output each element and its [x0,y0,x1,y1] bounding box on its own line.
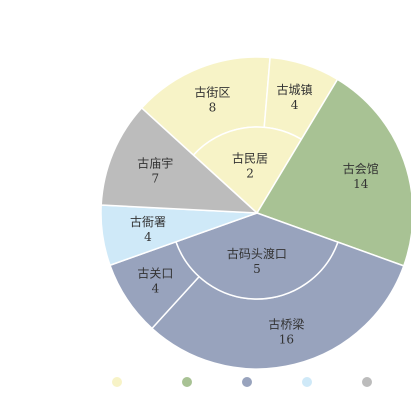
slice-label-name: 古会馆 [343,161,379,176]
slice-label-name: 古城镇 [277,82,313,97]
slice-label-value: 8 [209,100,217,114]
slice-label-name: 古民居 [232,151,268,166]
slice-label-name: 古关口 [137,266,173,281]
legend-marker [302,377,312,387]
legend-marker [362,377,372,387]
slice-label-name: 古码头渡口 [227,246,287,261]
legend-marker [242,377,252,387]
slice-label-name: 古衙署 [130,214,166,229]
slice-label-name: 古街区 [194,84,230,99]
slice-label-value: 4 [152,282,160,296]
pie-slices [100,56,411,370]
legend-marker [112,377,122,387]
slice-label-value: 4 [291,98,299,112]
slice-label-value: 4 [144,230,152,244]
slice-label-name: 古庙宇 [137,156,173,171]
pie-slice-古会馆 [255,78,411,267]
slice-label-value: 2 [246,167,254,181]
pie-slice-古庙宇 [100,106,260,214]
slice-label-value: 14 [353,177,369,191]
slice-label-value: 7 [151,172,159,186]
slice-label-value: 5 [253,262,261,276]
pie-slice-古码头渡口 [175,212,339,300]
legend-marker [182,377,192,387]
pie-slice-古民居 [192,126,303,215]
slice-label-name: 古桥梁 [268,316,304,331]
slice-label-value: 16 [279,332,294,346]
legend [112,377,372,387]
